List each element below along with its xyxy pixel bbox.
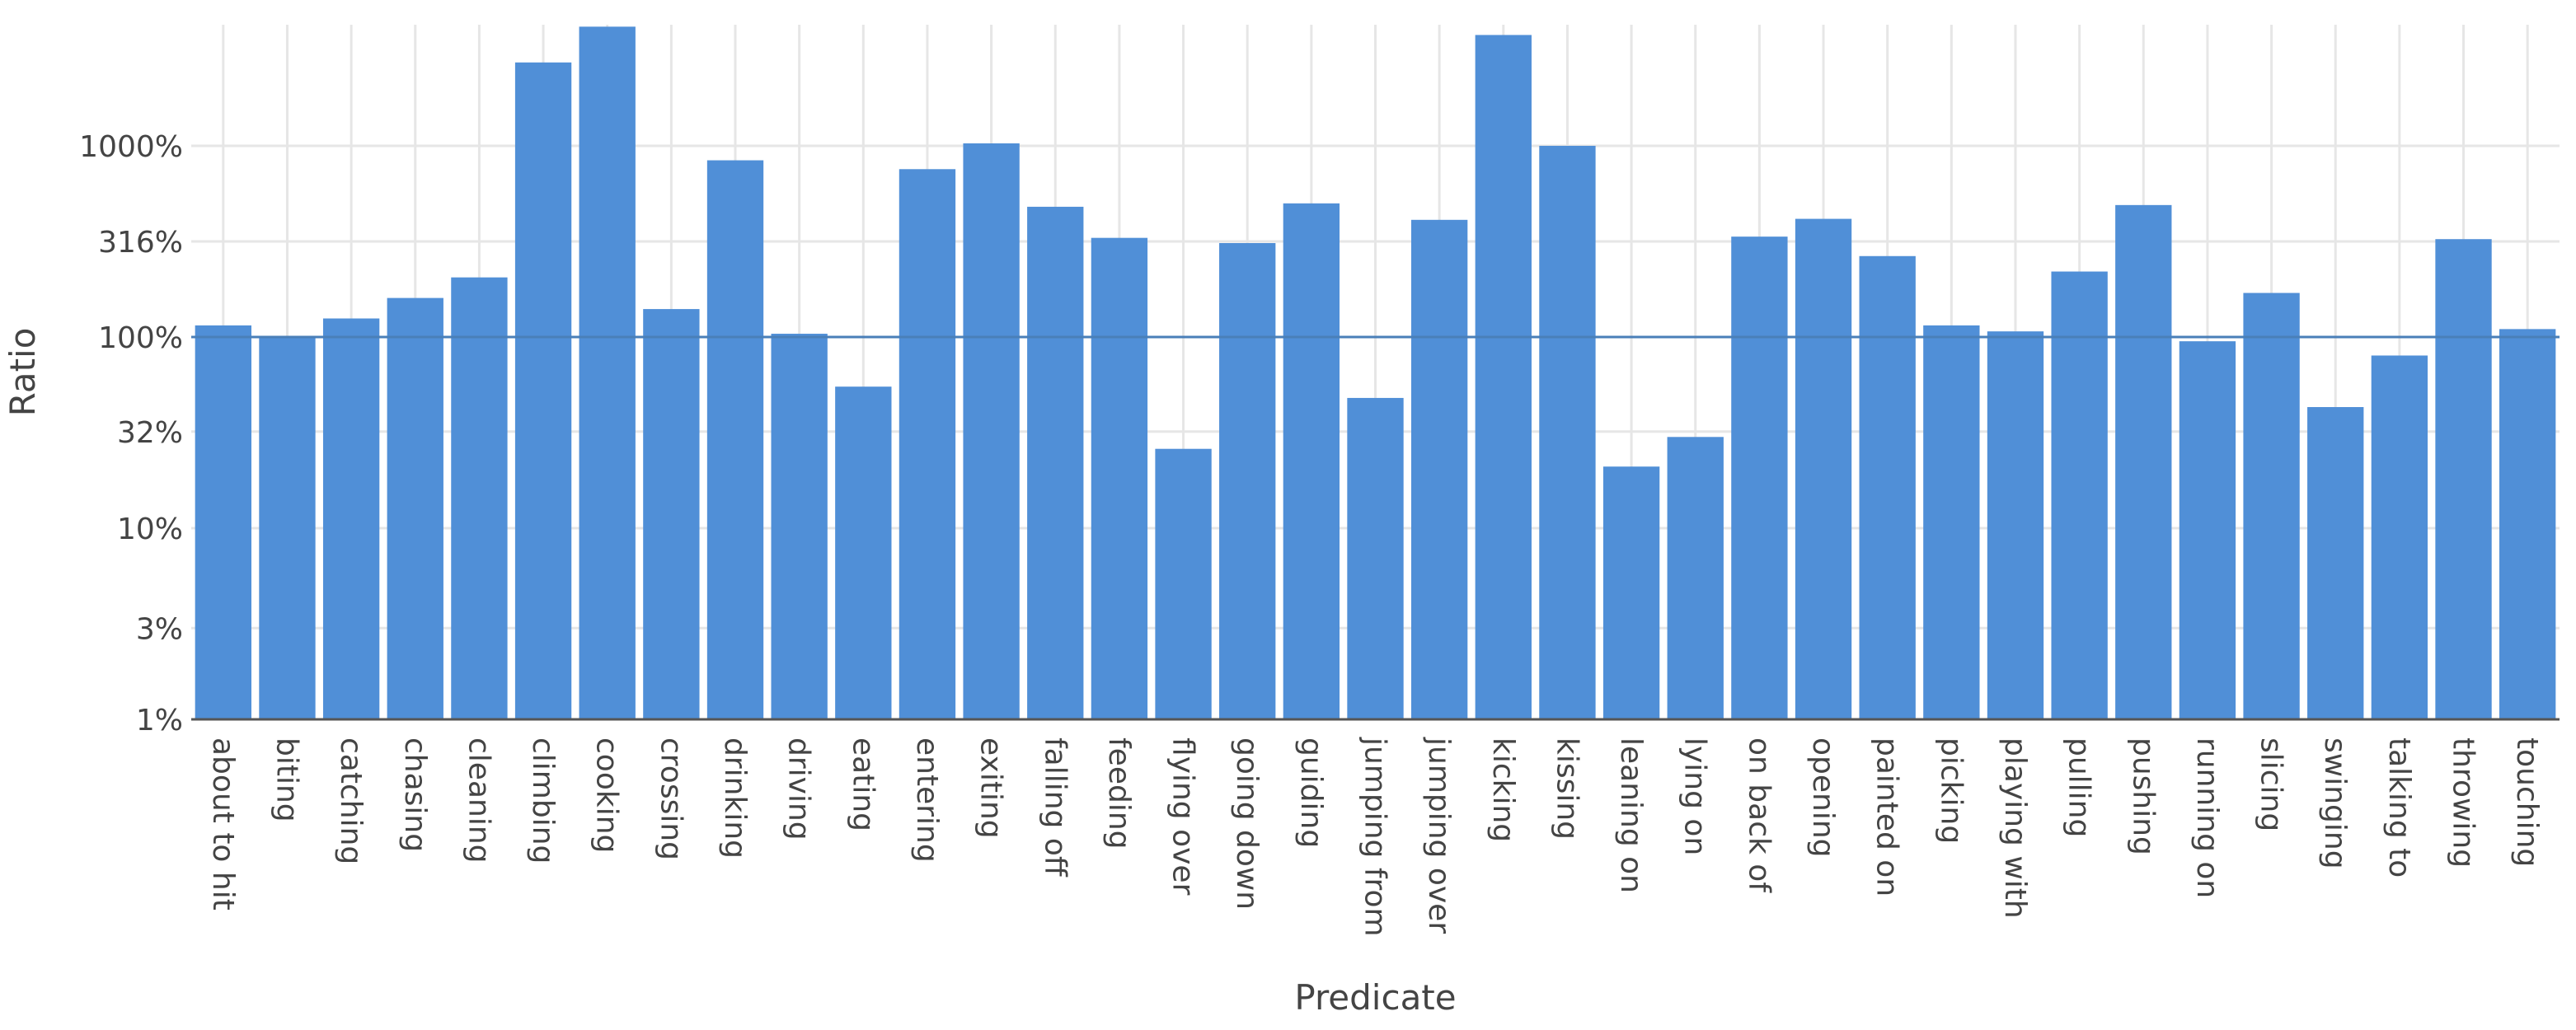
x-tick-label: kicking xyxy=(1486,737,1520,842)
bar-about-to-hit xyxy=(195,325,251,719)
x-tick-label: catching xyxy=(334,737,368,864)
bar-flying-over xyxy=(1155,448,1212,719)
x-axis-ticks: about to hit biting catching chasing cleanin… xyxy=(206,737,2544,937)
x-tick-label: exiting xyxy=(974,737,1008,839)
bar-eating xyxy=(835,386,892,719)
bar-swinging xyxy=(2307,407,2364,719)
bar-drinking xyxy=(706,160,764,719)
x-tick-label: swinging xyxy=(2318,737,2352,869)
bar-slicing xyxy=(2243,293,2300,719)
x-tick-label: slicing xyxy=(2255,737,2288,831)
x-axis-title: Predicate xyxy=(1294,977,1456,1018)
bar-running-on xyxy=(2179,341,2236,719)
bar-going-down xyxy=(1219,242,1276,719)
bar-exiting xyxy=(963,143,1020,719)
x-tick-label: lying on xyxy=(1678,737,1712,855)
x-tick-label: pushing xyxy=(2126,737,2160,855)
bar-kicking xyxy=(1475,35,1532,720)
bar-painted-on xyxy=(1859,255,1916,719)
x-tick-label: pulling xyxy=(2062,737,2096,837)
x-tick-label: entering xyxy=(910,737,944,863)
x-tick-label: picking xyxy=(1934,737,1968,844)
bar-jumping-over xyxy=(1410,219,1468,720)
x-tick-label: leaning on xyxy=(1614,737,1648,893)
x-tick-label: about to hit xyxy=(206,737,240,911)
x-tick-label: on back of xyxy=(1742,737,1776,893)
x-tick-label: throwing xyxy=(2447,737,2480,868)
x-tick-label: falling off xyxy=(1038,737,1072,878)
x-tick-label: kissing xyxy=(1550,737,1584,840)
bar-lying-on xyxy=(1667,437,1724,719)
x-tick-label: playing with xyxy=(1998,737,2032,919)
y-tick-label: 1000% xyxy=(79,130,183,164)
bar-touching xyxy=(2499,329,2556,719)
bar-guiding xyxy=(1283,203,1340,719)
bar-biting xyxy=(259,336,316,719)
y-tick-label: 3% xyxy=(136,612,183,646)
x-tick-label: painted on xyxy=(1870,737,1904,897)
bar-driving xyxy=(771,334,828,719)
x-tick-label: opening xyxy=(1806,737,1840,858)
x-tick-label: going down xyxy=(1230,737,1264,910)
x-tick-label: crossing xyxy=(654,737,687,860)
x-tick-label: drinking xyxy=(718,737,752,859)
bar-playing-with xyxy=(1987,331,2044,719)
bar-entering xyxy=(899,169,956,719)
bar-chasing xyxy=(387,297,443,719)
y-axis-ticks: 1% 3% 10% 32% 100% 316% 1000% xyxy=(79,130,183,737)
x-tick-label: biting xyxy=(270,737,303,822)
x-tick-label: running on xyxy=(2190,737,2224,898)
bar-throwing xyxy=(2435,239,2492,720)
x-tick-label: eating xyxy=(846,737,880,831)
bars xyxy=(195,26,2556,720)
bar-talking-to xyxy=(2371,355,2428,719)
x-tick-label: flying over xyxy=(1166,737,1200,896)
bar-leaning-on xyxy=(1602,466,1660,719)
x-tick-label: jumping over xyxy=(1422,737,1456,934)
bar-opening xyxy=(1795,218,1852,719)
x-tick-label: feeding xyxy=(1102,737,1136,850)
y-tick-label: 100% xyxy=(98,321,183,355)
bar-feeding xyxy=(1091,237,1148,719)
x-tick-label: jumping from xyxy=(1358,737,1392,937)
x-tick-label: touching xyxy=(2510,737,2544,867)
x-tick-label: talking to xyxy=(2382,737,2416,878)
y-tick-label: 1% xyxy=(136,704,183,737)
bar-on-back-of xyxy=(1731,236,1788,720)
bar-climbing xyxy=(514,62,572,720)
bar-falling-off xyxy=(1027,206,1084,719)
x-tick-label: guiding xyxy=(1294,737,1328,848)
bar-crossing xyxy=(643,309,700,719)
x-tick-label: cleaning xyxy=(462,737,495,864)
bar-pulling xyxy=(2051,271,2108,719)
bar-jumping-from xyxy=(1347,397,1404,719)
y-tick-label: 10% xyxy=(117,513,183,546)
bar-kissing xyxy=(1539,145,1596,720)
x-tick-label: climbing xyxy=(526,737,560,864)
bar-picking xyxy=(1923,325,1980,719)
y-axis-title: Ratio xyxy=(2,328,43,417)
bar-catching xyxy=(322,318,380,719)
y-tick-label: 316% xyxy=(98,226,183,260)
x-tick-label: driving xyxy=(782,737,816,840)
x-tick-label: chasing xyxy=(398,737,432,852)
y-tick-label: 32% xyxy=(117,416,183,450)
bar-cleaning xyxy=(451,277,508,719)
bar-cooking xyxy=(579,26,636,719)
bar-pushing xyxy=(2115,204,2172,719)
x-tick-label: cooking xyxy=(590,737,624,853)
